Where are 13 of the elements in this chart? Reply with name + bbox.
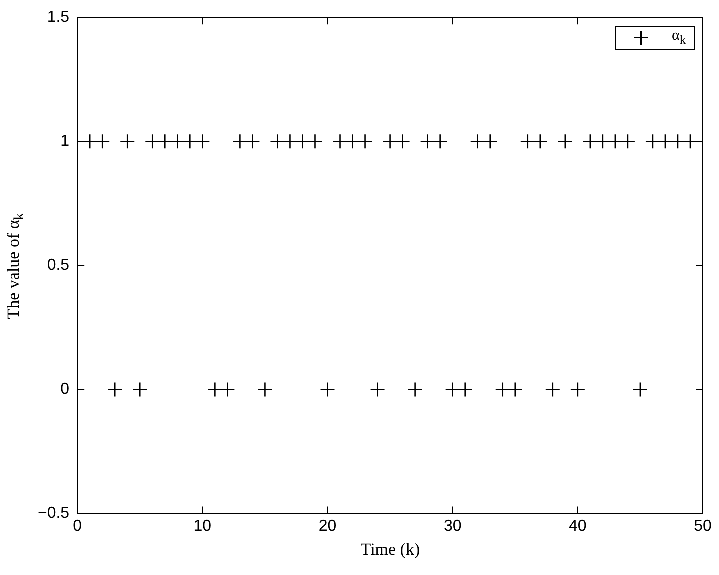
x-tick-label: 20	[318, 518, 337, 535]
y-tick-label: 0.5	[47, 257, 70, 274]
x-tick-label: 30	[444, 518, 462, 535]
y-tick-label: 0	[60, 381, 70, 398]
x-tick-label: 0	[73, 518, 82, 535]
y-tick-label: 1	[60, 133, 70, 150]
x-axis-title: Time (k)	[360, 540, 420, 560]
legend-label: α$_{k}$	[672, 28, 686, 48]
y-tick-label: 1.5	[47, 9, 70, 26]
y-tick-label: −0.5	[38, 505, 70, 522]
x-tick-label: 10	[194, 518, 212, 535]
x-tick-label: 40	[569, 518, 587, 535]
x-tick-label: 50	[694, 518, 712, 535]
